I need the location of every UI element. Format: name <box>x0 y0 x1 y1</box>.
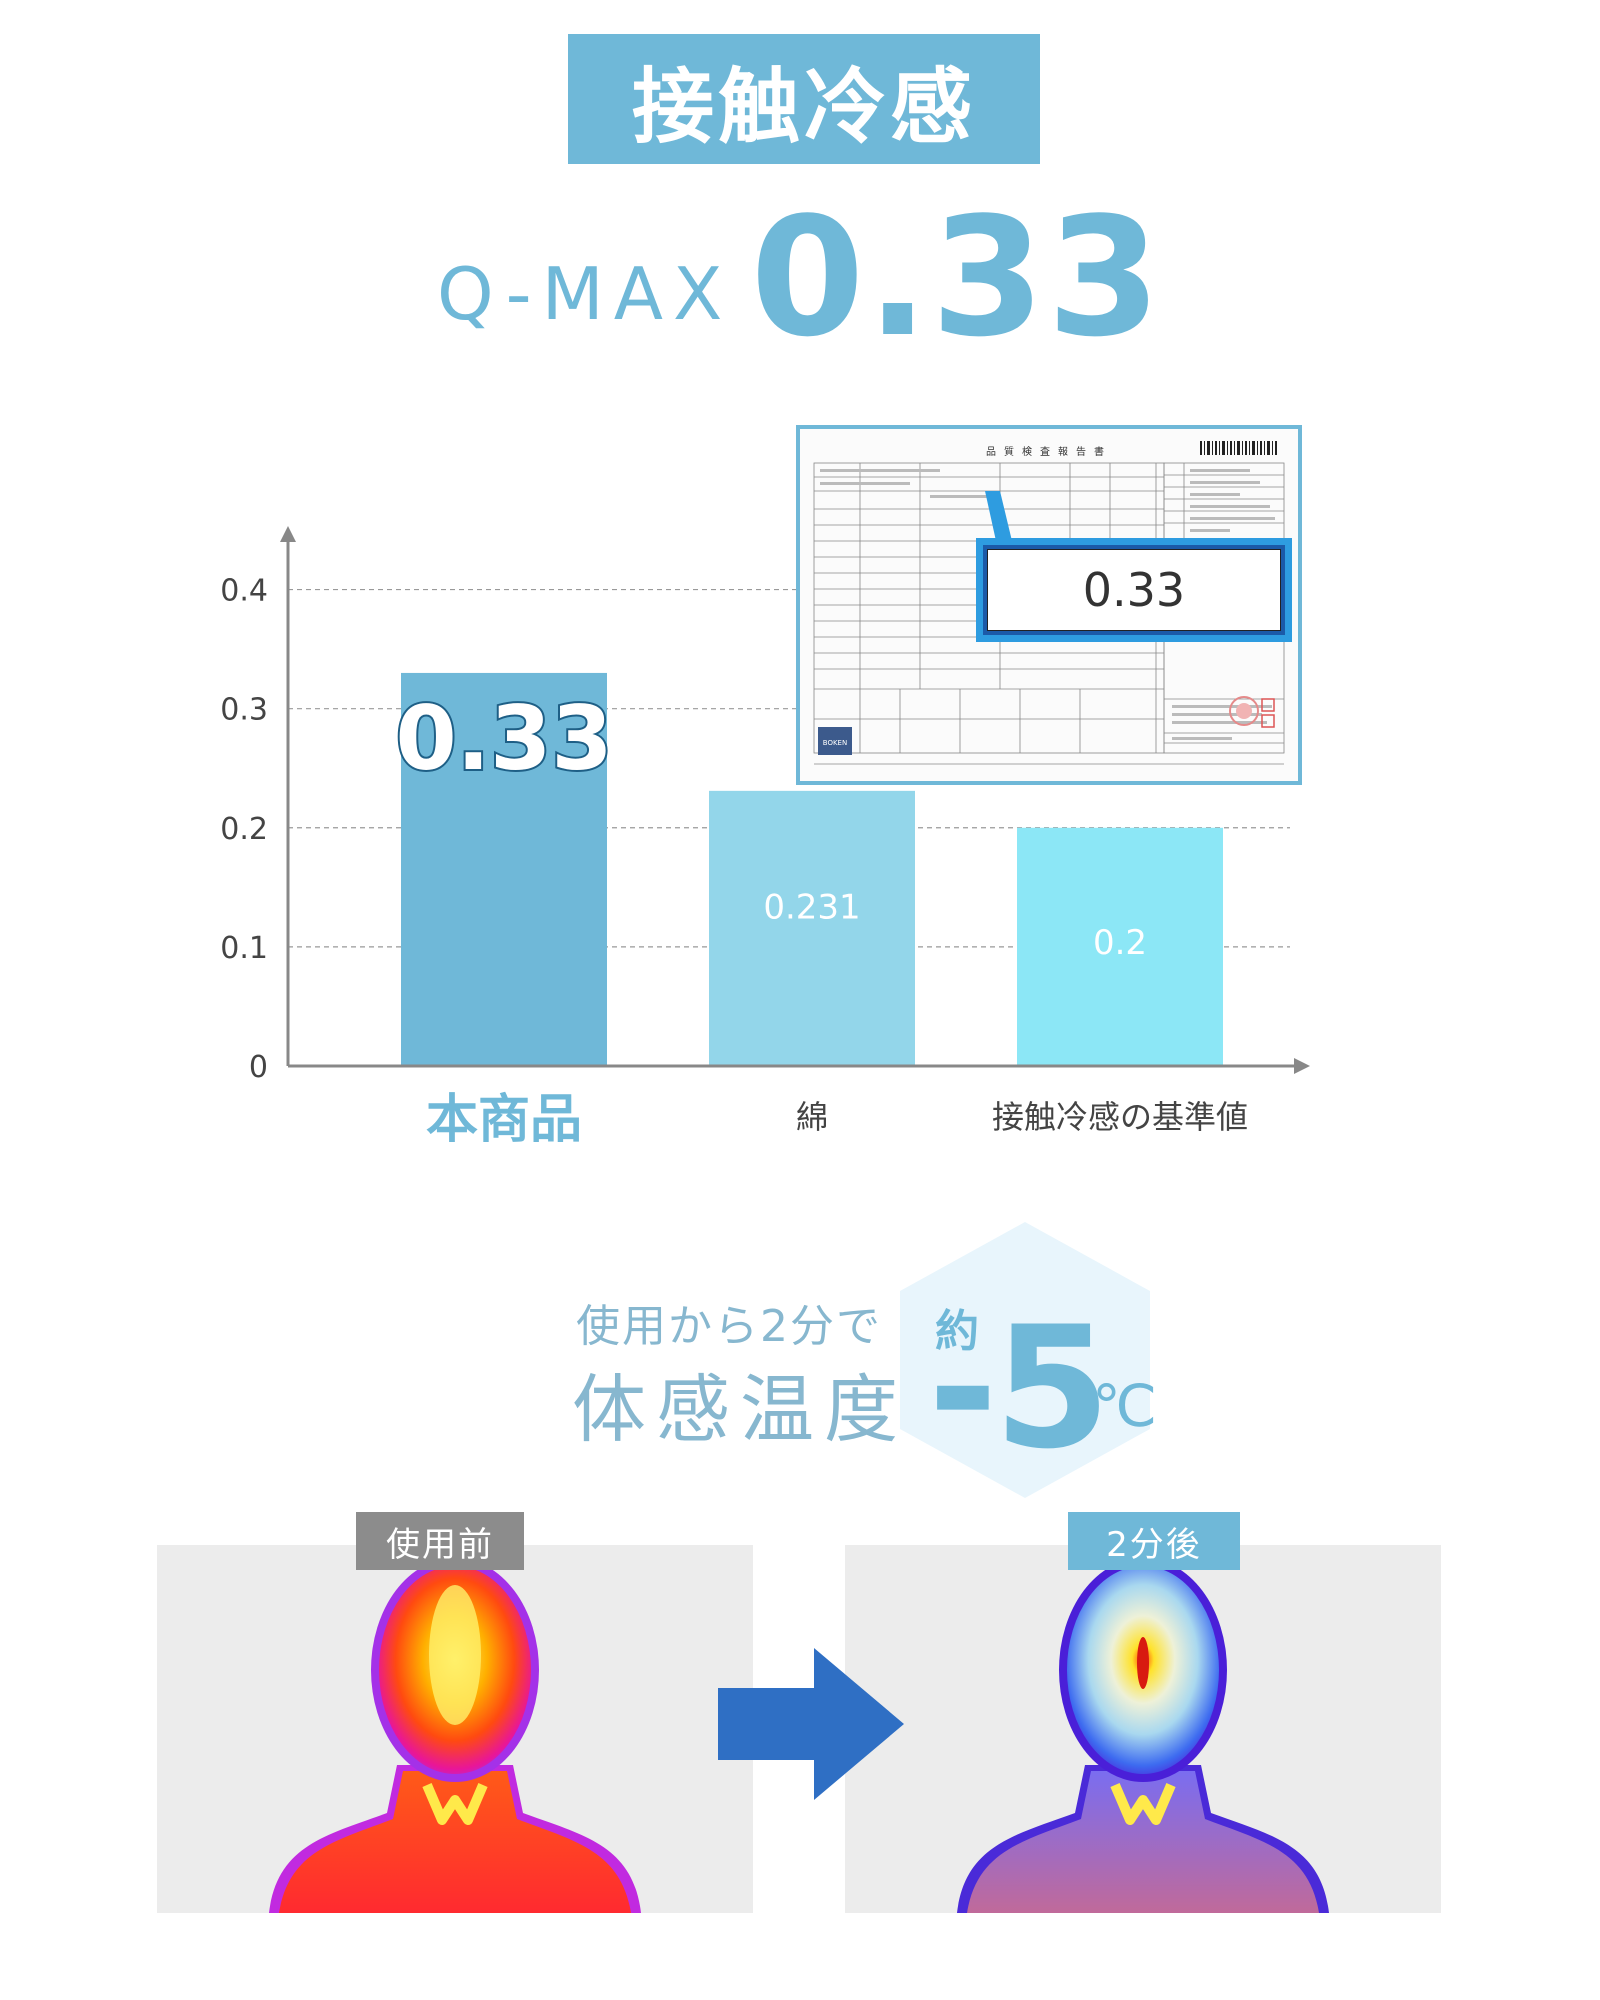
y-tick-label: 0.2 <box>220 812 268 847</box>
bar-chart: 0 0.1 0.2 0.3 0.4 0.33 本商品 0.231 綿 0.2 接触冷感の基準値 <box>220 526 1310 1150</box>
bar-value-label: 0.2 <box>1093 923 1147 963</box>
bar-2 <box>709 790 915 1066</box>
y-axis-arrow <box>280 526 296 542</box>
thermal-before-panel <box>157 1545 753 1913</box>
bar-1 <box>401 672 607 1066</box>
bar-value-label: 0.33 <box>395 687 612 790</box>
category-label: 接触冷感の基準値 <box>992 1098 1248 1136</box>
bar-3 <box>1017 827 1223 1066</box>
after-label: 2分後 <box>1068 1512 1240 1570</box>
approx-label: 約 <box>935 1306 979 1357</box>
report-logo-text: BOKEN <box>823 739 847 747</box>
qmax-row: Q-MAX 0.33 <box>0 196 1600 360</box>
y-tick-label: 0.1 <box>220 931 268 966</box>
temperature-heading: 体感温度 <box>572 1367 908 1453</box>
temperature-value: -5 <box>928 1290 1111 1486</box>
y-tick-label: 0.4 <box>220 574 268 609</box>
y-tick-label: 0.3 <box>220 693 268 728</box>
qmax-label: Q-MAX <box>437 252 733 336</box>
thermal-image-after <box>957 1558 1329 1913</box>
report-value-callout: 0.33 <box>976 538 1292 642</box>
category-label: 本商品 <box>426 1090 582 1150</box>
hexagon-background <box>900 1222 1150 1498</box>
category-label: 綿 <box>796 1098 828 1136</box>
thermal-image-before <box>269 1558 641 1913</box>
y-tick-label: 0 <box>249 1050 268 1085</box>
arrow-right-icon <box>718 1648 904 1800</box>
thermal-after-panel <box>845 1545 1441 1913</box>
svg-text:品質検査報告書: 品質検査報告書 <box>986 445 1112 458</box>
before-label: 使用前 <box>356 1512 524 1570</box>
x-axis-arrow <box>1294 1058 1310 1074</box>
bar-value-label: 0.231 <box>763 887 860 927</box>
celsius-unit: ℃ <box>1092 1372 1158 1440</box>
temperature-subtitle: 使用から2分で <box>576 1301 882 1352</box>
report-value: 0.33 <box>987 549 1281 631</box>
title-banner: 接触冷感 <box>568 34 1040 164</box>
qmax-value: 0.33 <box>750 182 1163 373</box>
